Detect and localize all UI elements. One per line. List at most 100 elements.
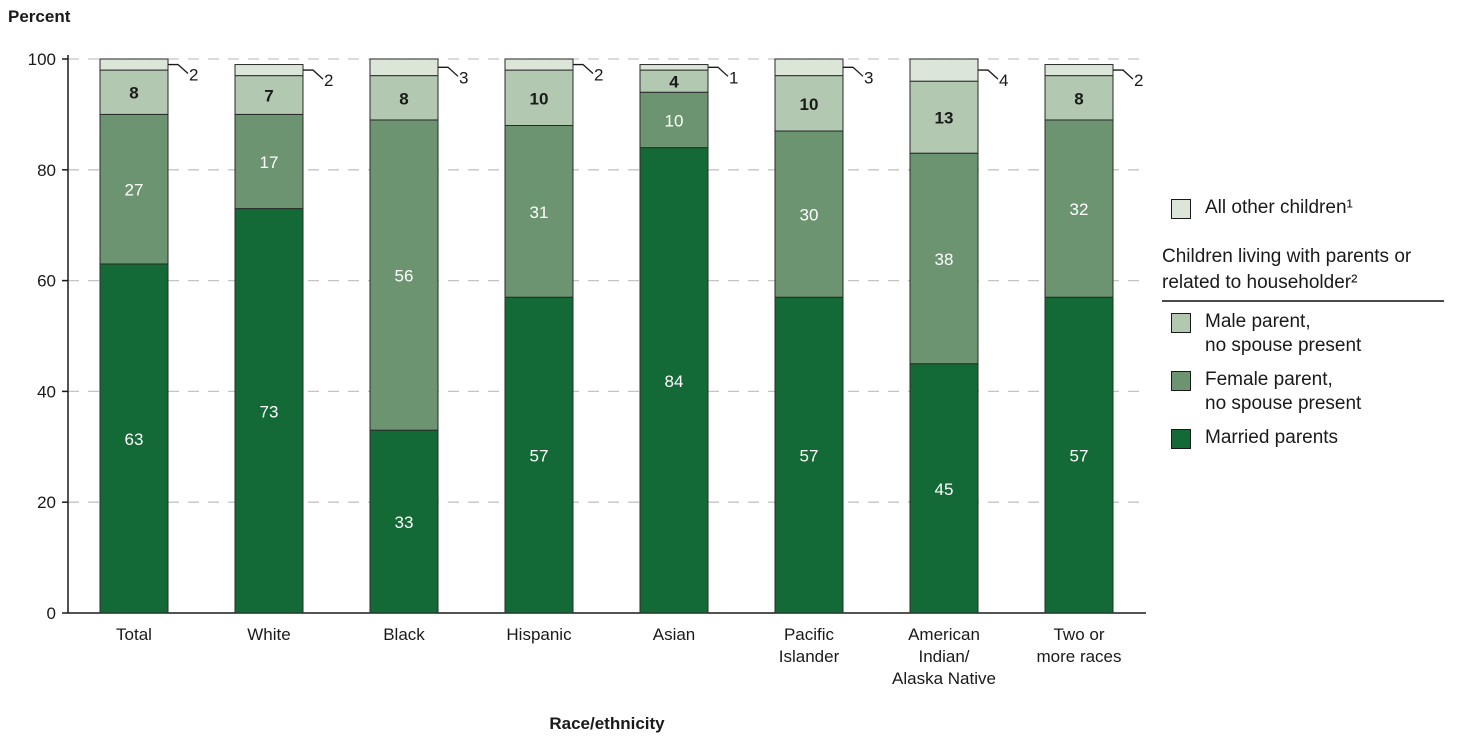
bar-segment <box>1044 119 1114 298</box>
bar-segment <box>1044 296 1114 614</box>
bar-value-label: 33 <box>395 513 414 532</box>
x-tick-label: Black <box>383 625 425 644</box>
x-axis-title: Race/ethnicity <box>549 714 665 733</box>
bar-value-label: 3 <box>459 68 468 87</box>
legend-swatch-married <box>1171 429 1191 449</box>
x-tick-label: Pacific <box>784 625 835 644</box>
legend-label-all-other: All other children¹ <box>1205 197 1353 218</box>
bar-value-label: 17 <box>260 153 279 172</box>
callout-line <box>303 69 324 80</box>
y-tick-label: 40 <box>37 382 56 401</box>
bar-value-label: 2 <box>1134 71 1143 90</box>
bar-value-label: 31 <box>530 203 549 222</box>
bar-value-label: 57 <box>1070 447 1089 466</box>
bar-value-label: 63 <box>125 430 144 449</box>
bar-segment <box>774 58 844 77</box>
bar-value-label: 57 <box>800 447 819 466</box>
callout-line <box>168 63 189 75</box>
bar-value-label: 32 <box>1070 200 1089 219</box>
x-tick-label: Indian/ <box>918 647 969 666</box>
bar-value-label: 7 <box>264 87 273 106</box>
bar-value-label: 10 <box>665 111 684 130</box>
bar-value-label: 45 <box>935 480 954 499</box>
bar-value-label: 8 <box>129 84 138 103</box>
bar-value-label: 56 <box>395 267 414 286</box>
bar-segment <box>909 152 979 365</box>
bar-value-label: 84 <box>665 372 684 391</box>
callout-line <box>843 66 864 77</box>
bar-segment <box>774 296 844 614</box>
bar-segment <box>909 363 979 614</box>
legend-item-married: Married parents <box>1162 426 1452 450</box>
bar-segment <box>99 58 169 71</box>
bar-segment <box>99 69 169 115</box>
bar-segment <box>369 119 439 431</box>
legend-group-heading: Children living with parents or related … <box>1162 244 1444 302</box>
bar-segment <box>369 75 439 121</box>
stacked-bar-chart: Percent 0 20 40 60 80 100 63 27 8 2 Total 73 17 7 2 Whit… <box>8 7 1146 733</box>
legend-label-married: Married parents <box>1205 427 1339 448</box>
bar-segment <box>234 113 304 210</box>
y-tick-label: 80 <box>37 161 56 180</box>
bar-segment <box>1044 75 1114 121</box>
x-tick-label: Two or <box>1053 625 1104 644</box>
bar-value-label: 73 <box>260 402 279 421</box>
callout-line <box>1113 69 1134 80</box>
x-tick-label: Islander <box>779 647 840 666</box>
x-tick-label: Asian <box>653 625 696 644</box>
bar-value-label: 1 <box>729 68 738 87</box>
callout-line <box>978 69 999 80</box>
bar-value-label: 3 <box>864 68 873 87</box>
bar-value-label: 27 <box>125 181 144 200</box>
legend: All other children¹ Children living with… <box>1162 196 1452 450</box>
x-tick-label: White <box>247 625 290 644</box>
bar-segment <box>909 58 979 82</box>
bar-value-label: 2 <box>189 66 198 85</box>
legend-label-male: Male parent, no spouse present <box>1205 311 1362 356</box>
bar-segment <box>774 130 844 298</box>
legend-item-female: Female parent, no spouse present <box>1162 368 1452 416</box>
bar-segment <box>909 80 979 154</box>
bar-value-label: 13 <box>935 109 954 128</box>
bar-segment <box>1044 64 1114 77</box>
bar-segment <box>504 124 574 298</box>
bar-segment <box>639 64 709 71</box>
y-tick-label: 0 <box>47 604 56 623</box>
legend-swatch-all-other <box>1171 199 1191 219</box>
bar-segment <box>99 263 169 614</box>
bar-value-label: 10 <box>800 95 819 114</box>
bar-segment <box>504 69 574 126</box>
bar-value-label: 57 <box>530 447 549 466</box>
legend-item-male: Male parent, no spouse present <box>1162 310 1452 358</box>
bar-value-label: 10 <box>530 89 549 108</box>
bar-value-label: 8 <box>399 89 408 108</box>
y-tick-label: 100 <box>28 50 56 69</box>
bar-value-label: 2 <box>594 66 603 85</box>
bar-value-label: 4 <box>669 73 679 92</box>
bar-value-label: 30 <box>800 206 819 225</box>
legend-swatch-female <box>1171 371 1191 391</box>
bar-segment <box>639 147 709 614</box>
x-tick-label: more races <box>1036 647 1121 666</box>
callout-line <box>708 66 729 77</box>
y-tick-label: 60 <box>37 272 56 291</box>
x-tick-label: Hispanic <box>506 625 572 644</box>
callout-line <box>438 66 459 77</box>
y-axis-title: Percent <box>8 7 71 26</box>
x-tick-label: Total <box>116 625 152 644</box>
legend-label-female: Female parent, no spouse present <box>1205 369 1362 414</box>
bar-segment <box>504 58 574 71</box>
bar-segment <box>234 208 304 614</box>
y-tick-label: 20 <box>37 493 56 512</box>
bar-value-label: 4 <box>999 71 1008 90</box>
bar-value-label: 8 <box>1074 89 1083 108</box>
bar-segment <box>369 58 439 77</box>
bar-segment <box>504 296 574 614</box>
bar-segment <box>99 113 169 265</box>
bar-value-label: 38 <box>935 250 954 269</box>
x-tick-label: Alaska Native <box>892 669 996 688</box>
bar-value-label: 2 <box>324 71 333 90</box>
x-tick-label: American <box>908 625 980 644</box>
callout-line <box>573 63 594 75</box>
legend-item-all-other: All other children¹ <box>1162 196 1452 220</box>
